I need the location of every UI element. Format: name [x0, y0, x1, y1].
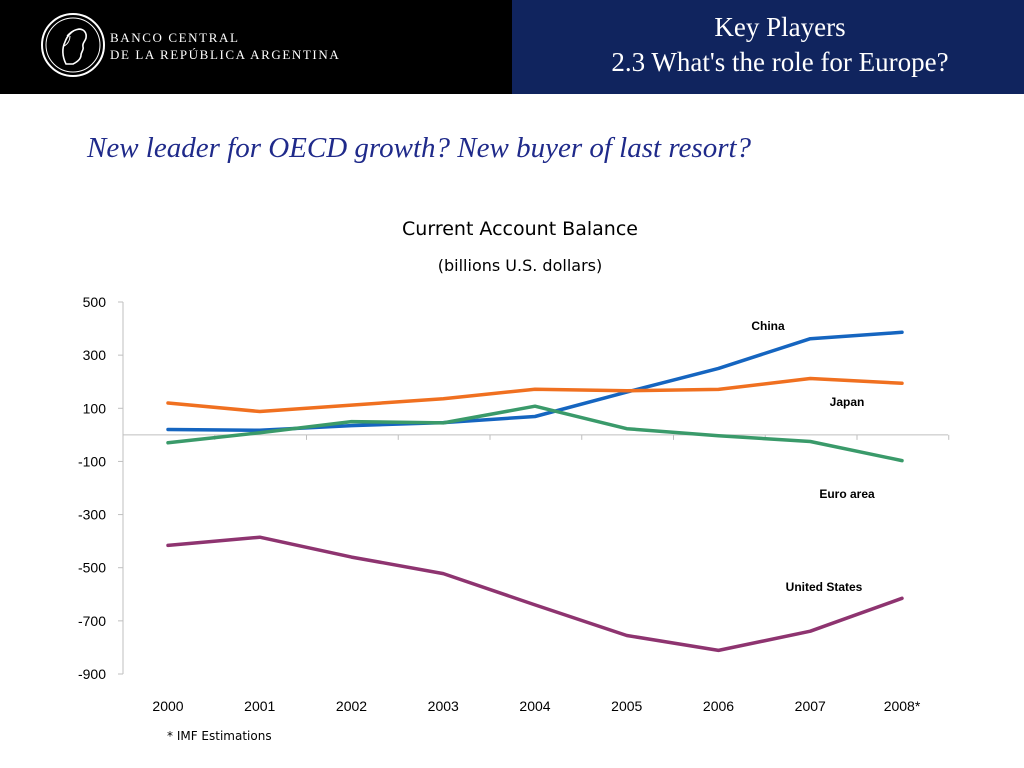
- x-tick-label: 2007: [795, 698, 826, 714]
- y-tick-label: 500: [83, 294, 107, 310]
- y-tick-label: -500: [78, 560, 106, 576]
- bank-name-line1: BANCO CENTRAL: [110, 30, 240, 45]
- x-tick-label: 2002: [336, 698, 367, 714]
- x-tick-label: 2008*: [884, 698, 921, 714]
- bank-name-line2: DE LA REPÚBLICA ARGENTINA: [110, 47, 341, 62]
- series-line-japan: [166, 376, 904, 414]
- y-tick-label: 100: [83, 400, 107, 416]
- y-tick-label: 300: [83, 347, 107, 363]
- x-tick-label: 2005: [611, 698, 642, 714]
- series-line-united-states: [166, 535, 904, 653]
- header-title-panel: [512, 0, 1024, 94]
- footnote: * IMF Estimations: [167, 729, 272, 743]
- y-tick-label: -900: [78, 666, 106, 682]
- header-title-line2: 2.3 What's the role for Europe?: [611, 47, 949, 77]
- series-label-united-states: United States: [786, 580, 863, 594]
- bank-name: BANCO CENTRAL DE LA REPÚBLICA ARGENTINA: [110, 29, 340, 63]
- header-title-line1: Key Players: [714, 12, 846, 42]
- header-bank-panel: BANCO CENTRAL DE LA REPÚBLICA ARGENTINA: [0, 0, 512, 94]
- series-label-euro-area: Euro area: [819, 487, 875, 501]
- x-tick-label: 2006: [703, 698, 734, 714]
- chart-units-subtitle: (billions U.S. dollars): [437, 256, 603, 275]
- slide-subtitle: New leader for OECD growth? New buyer of…: [87, 132, 752, 164]
- x-tick-label: 2004: [519, 698, 550, 714]
- chart-title: Current Account Balance: [402, 218, 638, 240]
- bank-seal-logo: [41, 13, 105, 77]
- x-tick-label: 2001: [244, 698, 275, 714]
- slide-header-title: Key Players 2.3 What's the role for Euro…: [512, 10, 1024, 80]
- x-tick-label: 2000: [152, 698, 183, 714]
- y-tick-label: -300: [78, 507, 106, 523]
- series-label-china: China: [751, 319, 785, 333]
- series-label-japan: Japan: [830, 395, 865, 409]
- y-tick-label: -100: [78, 453, 106, 469]
- series-line-euro-area: [166, 404, 904, 463]
- x-tick-label: 2003: [428, 698, 459, 714]
- y-tick-label: -700: [78, 613, 106, 629]
